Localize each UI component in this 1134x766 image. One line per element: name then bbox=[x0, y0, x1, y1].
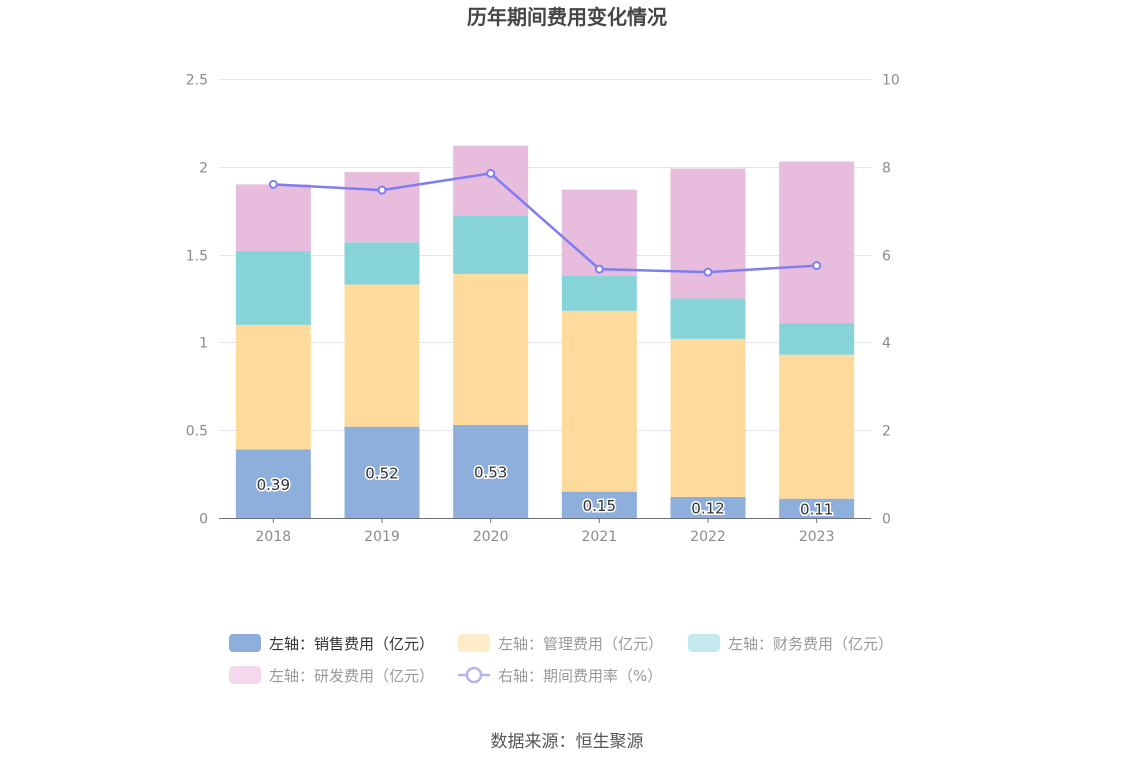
bar-data-label: 0.53 bbox=[474, 463, 507, 481]
y-right-tick-label: 10 bbox=[882, 73, 900, 89]
bar-segment[interactable] bbox=[779, 354, 855, 499]
bar-segment[interactable] bbox=[235, 449, 311, 518]
bar-segment[interactable] bbox=[344, 242, 420, 285]
bar-data-label: 0.12 bbox=[691, 499, 724, 517]
bar-segment[interactable] bbox=[561, 310, 637, 492]
legend-item[interactable]: 左轴：财务费用（亿元） bbox=[688, 634, 893, 653]
bar-segment[interactable] bbox=[453, 215, 529, 274]
bar-segment[interactable] bbox=[779, 498, 855, 518]
bar-segment[interactable] bbox=[670, 298, 746, 339]
source-note: 数据来源：恒生聚源 bbox=[491, 732, 644, 752]
x-tick-label: 2018 bbox=[256, 529, 292, 545]
x-axis: 2018 2019 2020 2021 2022 2023 bbox=[256, 518, 835, 545]
legend-marker-icon bbox=[465, 666, 483, 684]
y-right-tick-label: 0 bbox=[882, 512, 891, 528]
bar-segment[interactable] bbox=[561, 275, 637, 311]
rate-line bbox=[273, 172, 817, 274]
bar-segment[interactable] bbox=[453, 145, 529, 216]
bar-segment[interactable] bbox=[453, 273, 529, 425]
rate-point[interactable] bbox=[703, 267, 713, 277]
bar-segment[interactable] bbox=[561, 491, 637, 518]
y-left-tick-label: 2 bbox=[199, 161, 208, 177]
rate-point[interactable] bbox=[268, 179, 278, 189]
y-right-tick-label: 4 bbox=[882, 336, 891, 352]
bar-segment[interactable] bbox=[344, 426, 420, 518]
bar-segment[interactable] bbox=[235, 184, 311, 252]
legend-item[interactable]: 左轴：研发费用（亿元） bbox=[229, 666, 434, 685]
bar-data-label: 0.52 bbox=[365, 464, 398, 482]
legend-swatch bbox=[229, 634, 261, 652]
bar-segment[interactable] bbox=[344, 284, 420, 427]
rate-point[interactable] bbox=[594, 264, 604, 274]
legend-swatch bbox=[458, 634, 490, 652]
rate-point[interactable] bbox=[377, 185, 387, 195]
y-right-tick-label: 2 bbox=[882, 424, 891, 440]
rate-point[interactable] bbox=[812, 261, 822, 271]
line-series bbox=[268, 168, 822, 277]
rate-point[interactable] bbox=[486, 168, 496, 178]
legend-swatch bbox=[229, 666, 261, 684]
legend-item[interactable]: 左轴：管理费用（亿元） bbox=[458, 634, 663, 653]
y-right-tick-label: 8 bbox=[882, 161, 891, 177]
bar-data-label: 0.11 bbox=[800, 500, 833, 518]
legend-item[interactable]: 左轴：销售费用（亿元） bbox=[229, 634, 434, 653]
bar-segment[interactable] bbox=[235, 324, 311, 450]
y-left-tick-label: 0.5 bbox=[186, 424, 208, 440]
bar-series bbox=[235, 145, 855, 518]
bar-segment[interactable] bbox=[235, 251, 311, 325]
bar-data-label: 0.15 bbox=[583, 497, 616, 515]
x-tick-label: 2021 bbox=[582, 529, 618, 545]
bar-segment[interactable] bbox=[453, 424, 529, 518]
y-left-tick-label: 0 bbox=[199, 512, 208, 528]
y-left-tick-label: 1 bbox=[199, 336, 208, 352]
y-axis-left: 0 0.5 1 1.5 2 2.5 bbox=[186, 73, 208, 528]
y-left-tick-label: 2.5 bbox=[186, 73, 208, 89]
bar-segment[interactable] bbox=[344, 172, 420, 243]
x-tick-label: 2023 bbox=[799, 529, 835, 545]
x-tick-label: 2022 bbox=[690, 529, 726, 545]
bar-data-label: 0.39 bbox=[257, 476, 290, 494]
bar-segment[interactable] bbox=[779, 323, 855, 355]
bar-segment[interactable] bbox=[561, 189, 637, 276]
bar-segment[interactable] bbox=[779, 161, 855, 324]
x-tick-label: 2020 bbox=[473, 529, 509, 545]
legend[interactable]: 左轴：销售费用（亿元） 左轴：管理费用（亿元） 左轴：财务费用（亿元） 左轴：研发费用… bbox=[229, 634, 893, 685]
y-axis-right: 0 2 4 6 8 10 bbox=[882, 73, 900, 528]
legend-label: 左轴：管理费用（亿元） bbox=[498, 635, 663, 653]
bar-segment[interactable] bbox=[670, 168, 746, 299]
grid-lines bbox=[219, 79, 871, 431]
y-left-tick-label: 1.5 bbox=[186, 249, 208, 265]
bar-labels: 0.39 0.52 0.53 0.15 0.12 0.11 bbox=[255, 462, 835, 520]
bar-segment[interactable] bbox=[670, 338, 746, 497]
legend-item[interactable]: 右轴：期间费用率（%） bbox=[458, 666, 662, 685]
x-tick-label: 2019 bbox=[364, 529, 400, 545]
y-right-tick-label: 6 bbox=[882, 249, 891, 265]
legend-swatch bbox=[688, 634, 720, 652]
legend-label: 左轴：财务费用（亿元） bbox=[728, 635, 893, 653]
bar-segment[interactable] bbox=[670, 496, 746, 518]
chart-title: 历年期间费用变化情况 bbox=[467, 5, 667, 29]
legend-label: 右轴：期间费用率（%） bbox=[498, 667, 662, 685]
legend-label: 左轴：研发费用（亿元） bbox=[269, 667, 434, 685]
legend-label: 左轴：销售费用（亿元） bbox=[269, 635, 434, 653]
